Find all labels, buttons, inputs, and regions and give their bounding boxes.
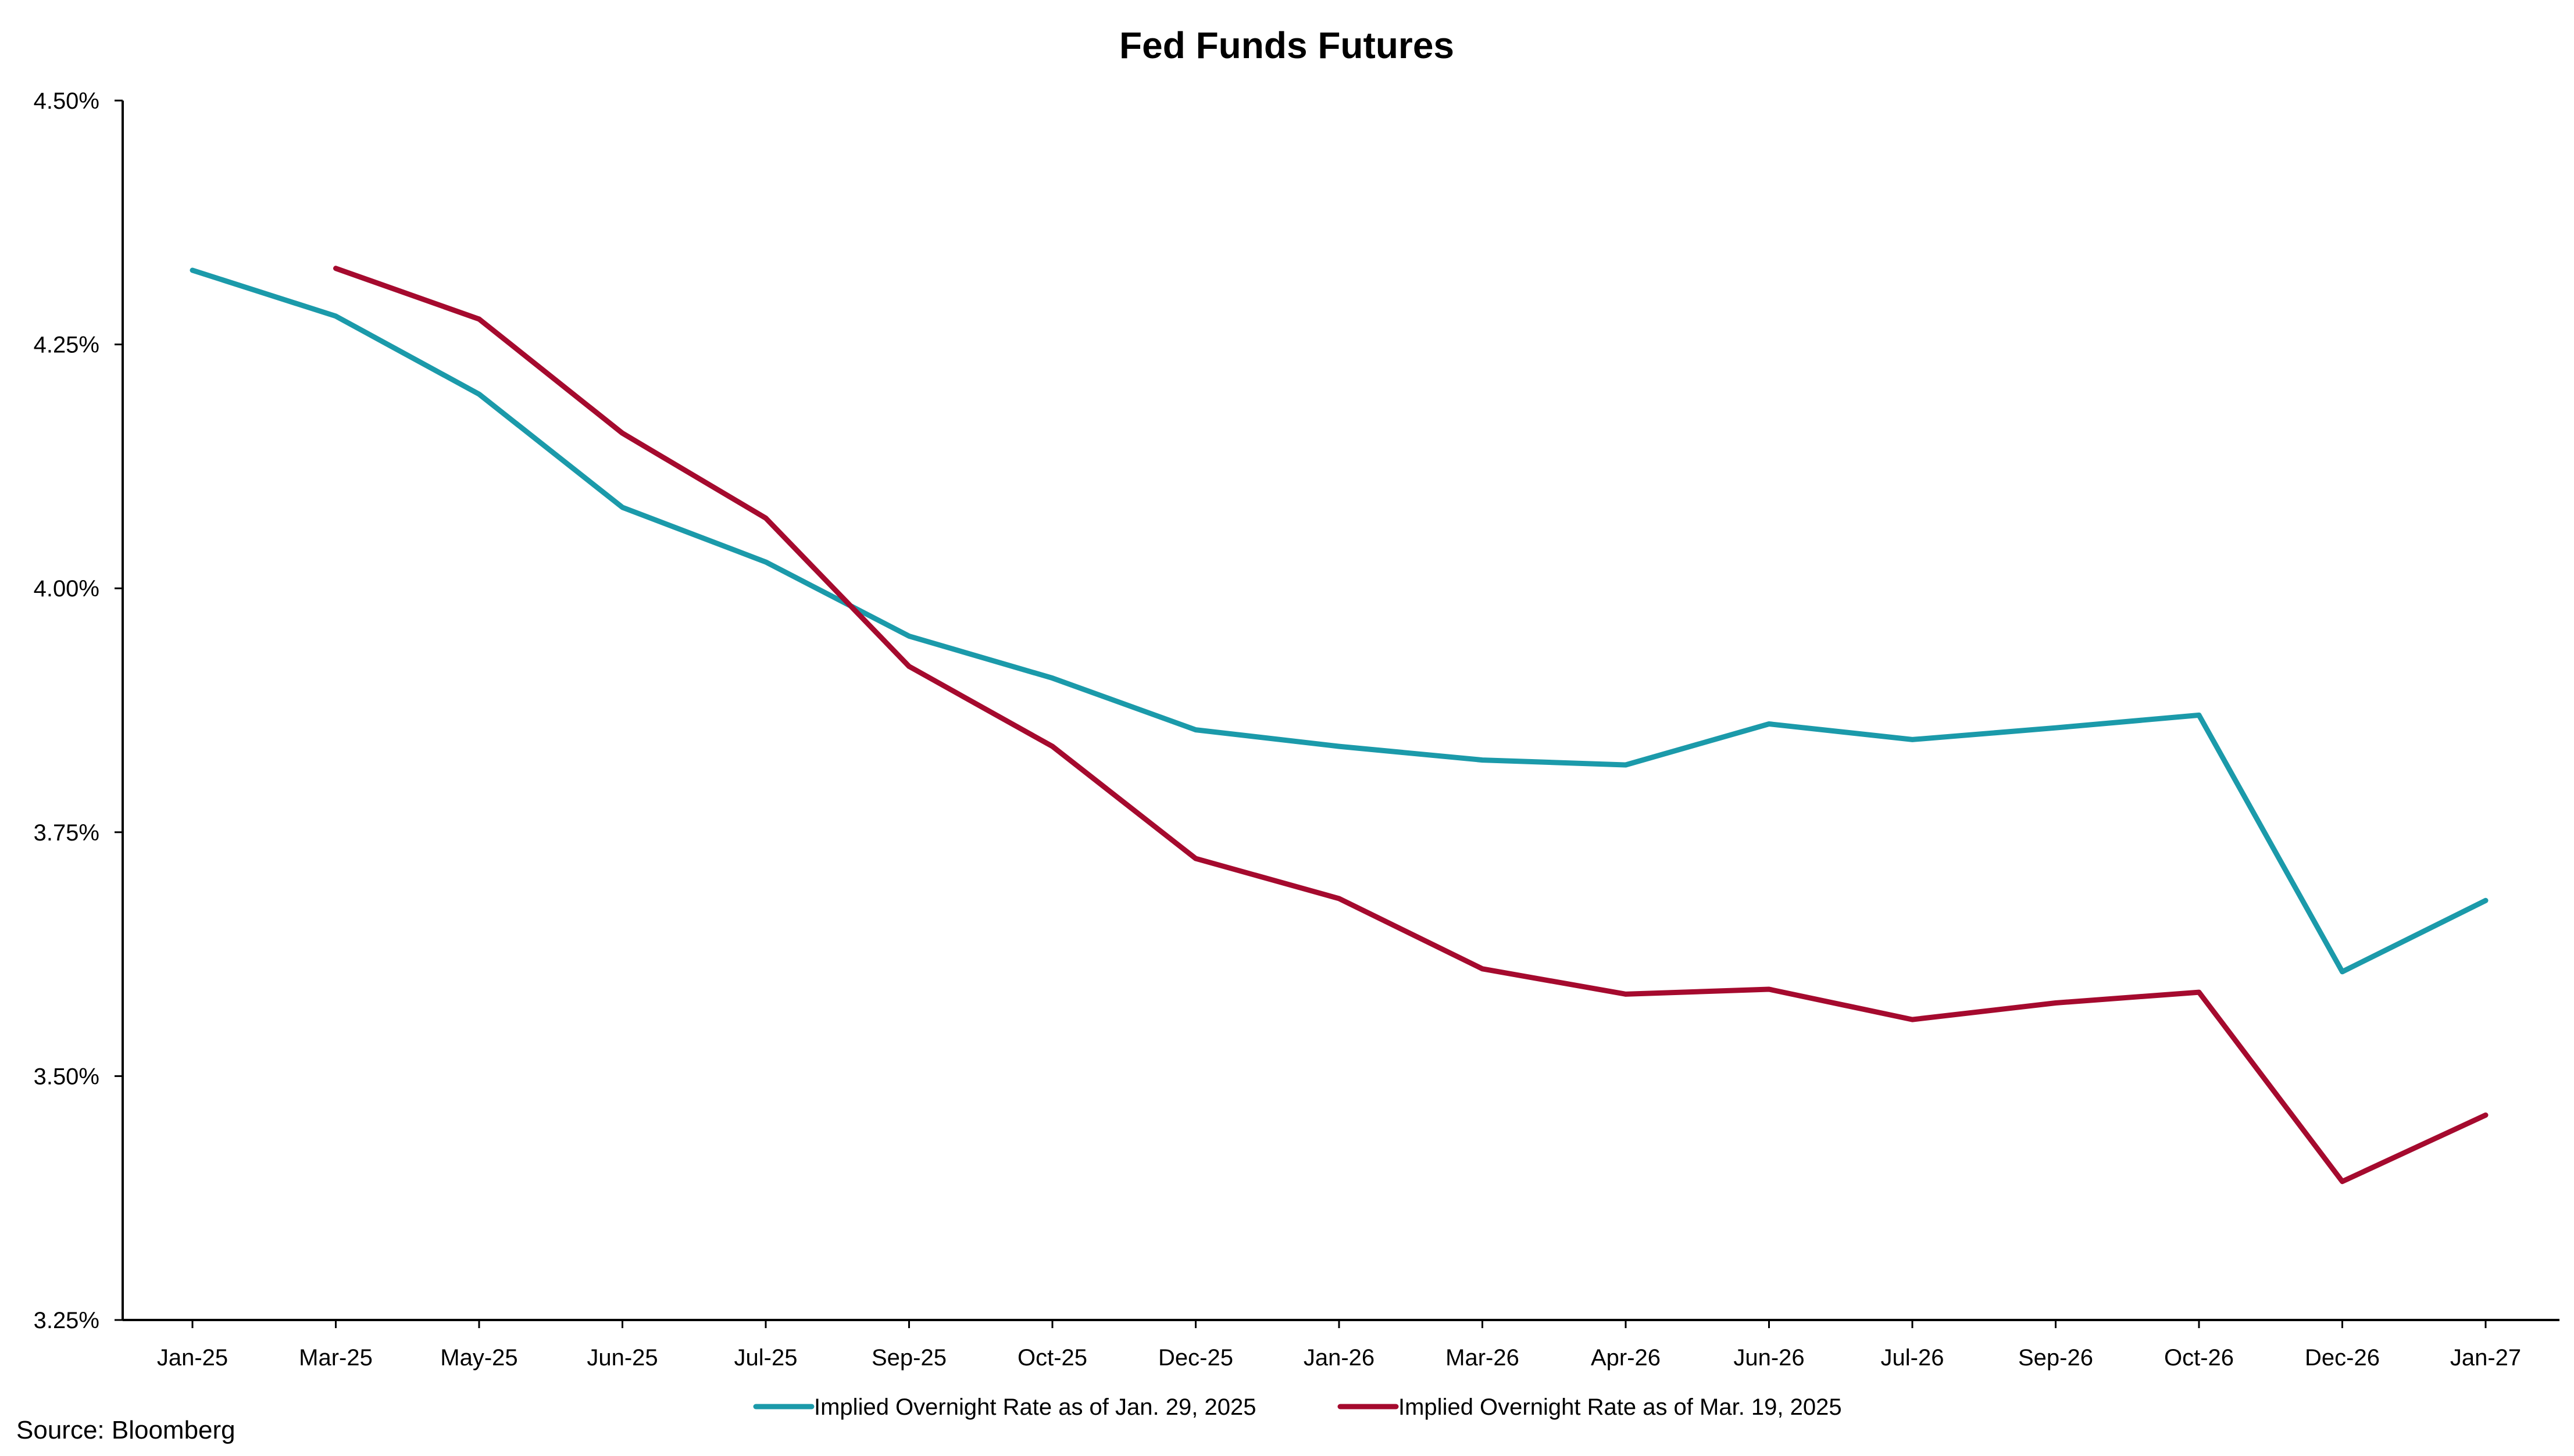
series-lines (190, 266, 2489, 1185)
x-tick-label: Jul-26 (1881, 1345, 1944, 1371)
y-tick-label: 3.50% (34, 1064, 99, 1089)
legend-label-1: Implied Overnight Rate as of Jan. 29, 20… (814, 1394, 1256, 1420)
x-tick-label: Jan-25 (157, 1345, 228, 1371)
legend-label-2: Implied Overnight Rate as of Mar. 19, 20… (1398, 1394, 1842, 1420)
x-tick-label: Mar-26 (1445, 1345, 1519, 1371)
y-axis-ticks: 3.25% 3.50% 3.75% 4.00% 4.25% 4.50% (34, 88, 123, 1333)
y-tick-label: 3.75% (34, 820, 99, 846)
x-tick-label: May-25 (440, 1345, 517, 1371)
x-tick-label: Jan-27 (2450, 1345, 2521, 1371)
y-tick-label: 4.50% (34, 88, 99, 114)
x-tick-label: Sep-25 (872, 1345, 947, 1371)
x-tick-label: Dec-26 (2305, 1345, 2380, 1371)
y-tick-label: 4.00% (34, 576, 99, 602)
y-tick-label: 3.25% (34, 1308, 99, 1333)
x-tick-label: Jun-25 (587, 1345, 658, 1371)
series-line-1 (190, 267, 2489, 975)
x-tick-label: Sep-26 (2018, 1345, 2093, 1371)
chart-title: Fed Funds Futures (1119, 24, 1454, 66)
x-tick-label: Apr-26 (1591, 1345, 1661, 1371)
x-tick-label: Oct-26 (2164, 1345, 2234, 1371)
x-tick-label: Jun-26 (1733, 1345, 1804, 1371)
y-tick-label: 4.25% (34, 332, 99, 358)
x-tick-label: Mar-25 (299, 1345, 373, 1371)
source-note: Source: Bloomberg (16, 1416, 235, 1444)
x-tick-label: Jul-25 (734, 1345, 798, 1371)
x-tick-label: Jan-26 (1304, 1345, 1375, 1371)
series-line-2 (333, 266, 2489, 1185)
x-tick-label: Dec-25 (1158, 1345, 1233, 1371)
x-axis-ticks: Jan-25 Mar-25 May-25 Jun-25 Jul-25 Sep-25 Oct-… (157, 1320, 2521, 1371)
x-tick-label: Oct-25 (1018, 1345, 1087, 1371)
legend: Implied Overnight Rate as of Jan. 29, 20… (753, 1394, 1842, 1420)
